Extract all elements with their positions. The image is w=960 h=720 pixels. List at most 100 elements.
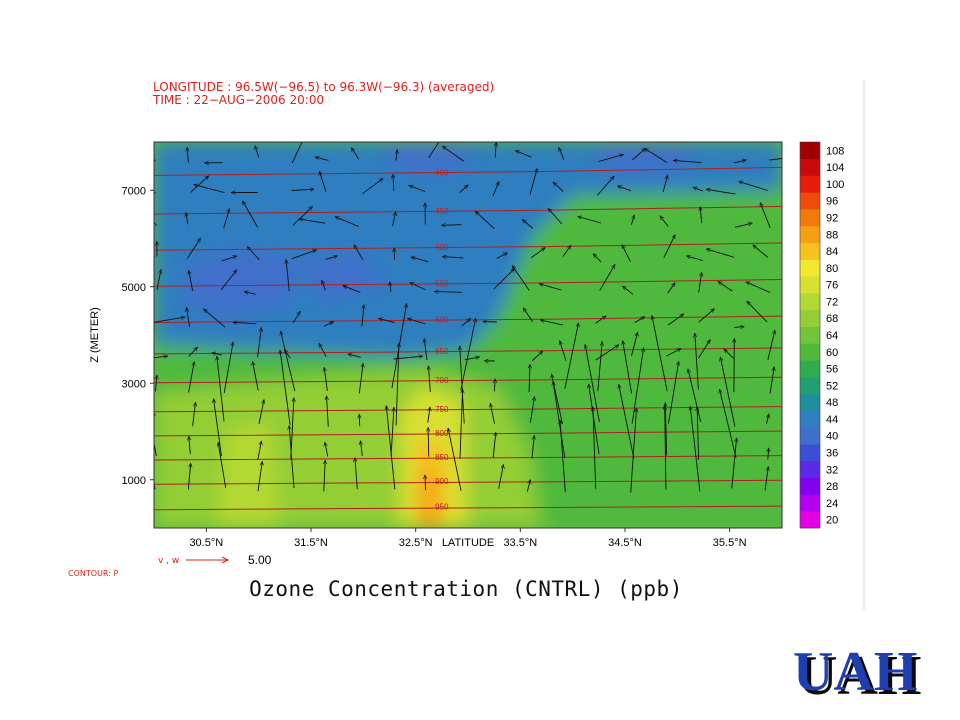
wind-vector — [292, 206, 313, 226]
wind-vector — [427, 407, 430, 423]
wind-vector — [460, 318, 476, 391]
pressure-contour-label: 750 — [435, 405, 449, 414]
wind-vector — [291, 142, 303, 164]
wind-vector — [595, 316, 607, 324]
wind-vector — [760, 203, 771, 229]
wind-vector — [593, 254, 602, 263]
wind-vector — [258, 400, 264, 425]
wind-vector — [410, 282, 426, 291]
wind-vector — [666, 348, 681, 357]
wind-vector — [395, 343, 399, 426]
wind-vector — [409, 185, 426, 192]
y-axis-label: Z (METER) — [89, 307, 101, 363]
wind-vector — [188, 347, 198, 357]
wind-vector — [247, 247, 260, 261]
wind-vector — [595, 345, 619, 361]
wind-vector — [720, 357, 736, 427]
ozone-region-40 — [185, 248, 301, 321]
wind-vector — [156, 375, 157, 392]
colorbar-label: 84 — [826, 246, 838, 258]
colorbar-swatch — [800, 360, 820, 378]
wind-vector — [327, 396, 329, 427]
colorbar-swatch — [800, 142, 820, 160]
wind-vector — [724, 349, 734, 359]
wind-vector — [343, 286, 361, 293]
wind-vector — [242, 201, 259, 228]
wind-vector — [631, 348, 644, 424]
ozone-region-40 — [593, 142, 699, 176]
wind-vector — [630, 215, 634, 225]
pressure-contour-label: 500 — [435, 243, 449, 252]
wind-vector — [630, 408, 637, 493]
wind-vector — [379, 318, 395, 324]
wind-vector — [746, 281, 771, 294]
wind-vector — [529, 397, 534, 423]
colorbar-swatch — [800, 494, 820, 512]
wind-vector — [325, 442, 329, 457]
wind-vector — [688, 369, 702, 423]
wind-vector — [348, 354, 361, 358]
wind-vector — [223, 209, 230, 229]
wind-vector — [325, 256, 338, 260]
wind-vector — [559, 147, 565, 160]
colorbar: 20 24 28 32 36 40 44 48 52 56 60 64 68 72 76 80 84 88 92 96… — [799, 141, 844, 529]
colorbar-label: 60 — [826, 347, 838, 359]
wind-vector — [769, 367, 774, 394]
colorbar-swatch — [800, 293, 820, 311]
wind-vector — [280, 350, 291, 425]
vector-key-label: v , w — [158, 556, 179, 566]
y-tick-label: 3000 — [122, 378, 146, 390]
plot-area: 400 450 500 550 600 650 700 750 800 850 900 950 — [154, 142, 782, 528]
wind-vector — [768, 448, 769, 460]
wind-vector — [621, 245, 631, 262]
wind-vector — [585, 345, 600, 423]
wind-vector — [492, 182, 499, 197]
wind-vector — [597, 342, 602, 392]
pressure-contour — [154, 242, 782, 251]
pressure-contour-label: 400 — [435, 168, 449, 177]
colorbar-label: 48 — [826, 397, 838, 409]
pressure-contour-label: 950 — [435, 503, 449, 512]
wind-vector — [443, 257, 464, 258]
colorbar-label: 64 — [826, 330, 838, 342]
pressure-contour-label: 650 — [435, 347, 449, 356]
wind-vector — [718, 281, 733, 292]
wind-vector — [706, 189, 736, 195]
colorbar-swatch — [800, 158, 820, 176]
wind-vector — [393, 174, 394, 191]
wind-vector — [698, 309, 715, 323]
wind-vector — [623, 286, 634, 295]
wind-vector — [223, 342, 233, 394]
wind-vectors — [154, 142, 782, 493]
wind-vector — [318, 343, 327, 357]
wind-vector — [354, 245, 364, 260]
colorbar-label: 20 — [826, 515, 838, 527]
wind-vector — [315, 157, 329, 161]
wind-vector — [217, 356, 225, 422]
wind-vector — [322, 280, 326, 291]
colorbar-label: 68 — [826, 313, 838, 325]
wind-vector — [425, 475, 426, 491]
svg-text:UAH: UAH — [793, 641, 917, 703]
wind-vector — [660, 216, 669, 227]
wind-vector — [652, 316, 668, 392]
wind-vector — [396, 150, 397, 161]
colorbar-swatch — [800, 393, 820, 411]
wind-vector — [578, 217, 602, 224]
wind-vector — [286, 260, 290, 292]
pressure-contour-label: 850 — [435, 453, 449, 462]
wind-vector — [493, 269, 515, 290]
wind-vector — [667, 314, 684, 326]
wind-vector — [428, 428, 429, 457]
wind-vector — [645, 148, 668, 163]
colorbar-label: 76 — [826, 280, 838, 292]
colorbar-swatch — [800, 444, 820, 462]
wind-vector — [564, 323, 579, 389]
wind-vector — [697, 407, 699, 460]
wind-vector — [753, 245, 769, 258]
pressure-contour — [154, 455, 782, 461]
wind-vector — [187, 147, 188, 163]
colorbar-swatch — [800, 242, 820, 260]
wind-vector — [662, 175, 668, 193]
colorbar-label: 104 — [826, 162, 844, 174]
